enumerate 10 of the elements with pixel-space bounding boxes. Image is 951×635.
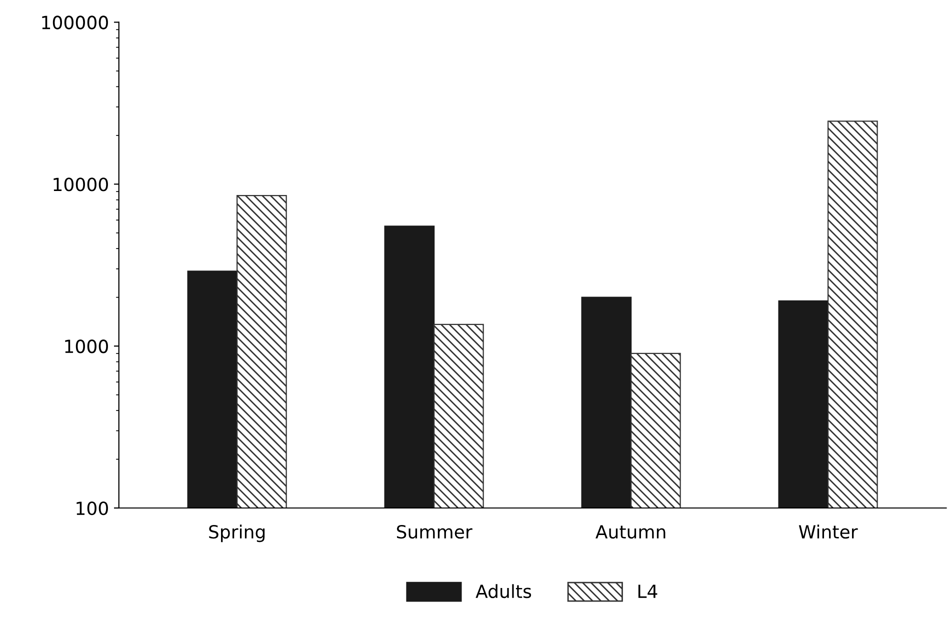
y-tick-label: 10000 xyxy=(54,178,108,192)
legend-label: Adults xyxy=(476,584,532,598)
x-tick-label: Winter xyxy=(798,524,858,539)
y-tick-label: 1000 xyxy=(65,340,108,354)
y-tick-label: 100000 xyxy=(42,16,108,30)
x-tick-label: Autumn xyxy=(596,525,666,539)
legend-label: L4 xyxy=(638,584,658,598)
x-tick-label: Spring xyxy=(209,524,265,542)
x-tick-label: Summer xyxy=(396,524,472,539)
y-tick-label: 100 xyxy=(76,501,108,516)
